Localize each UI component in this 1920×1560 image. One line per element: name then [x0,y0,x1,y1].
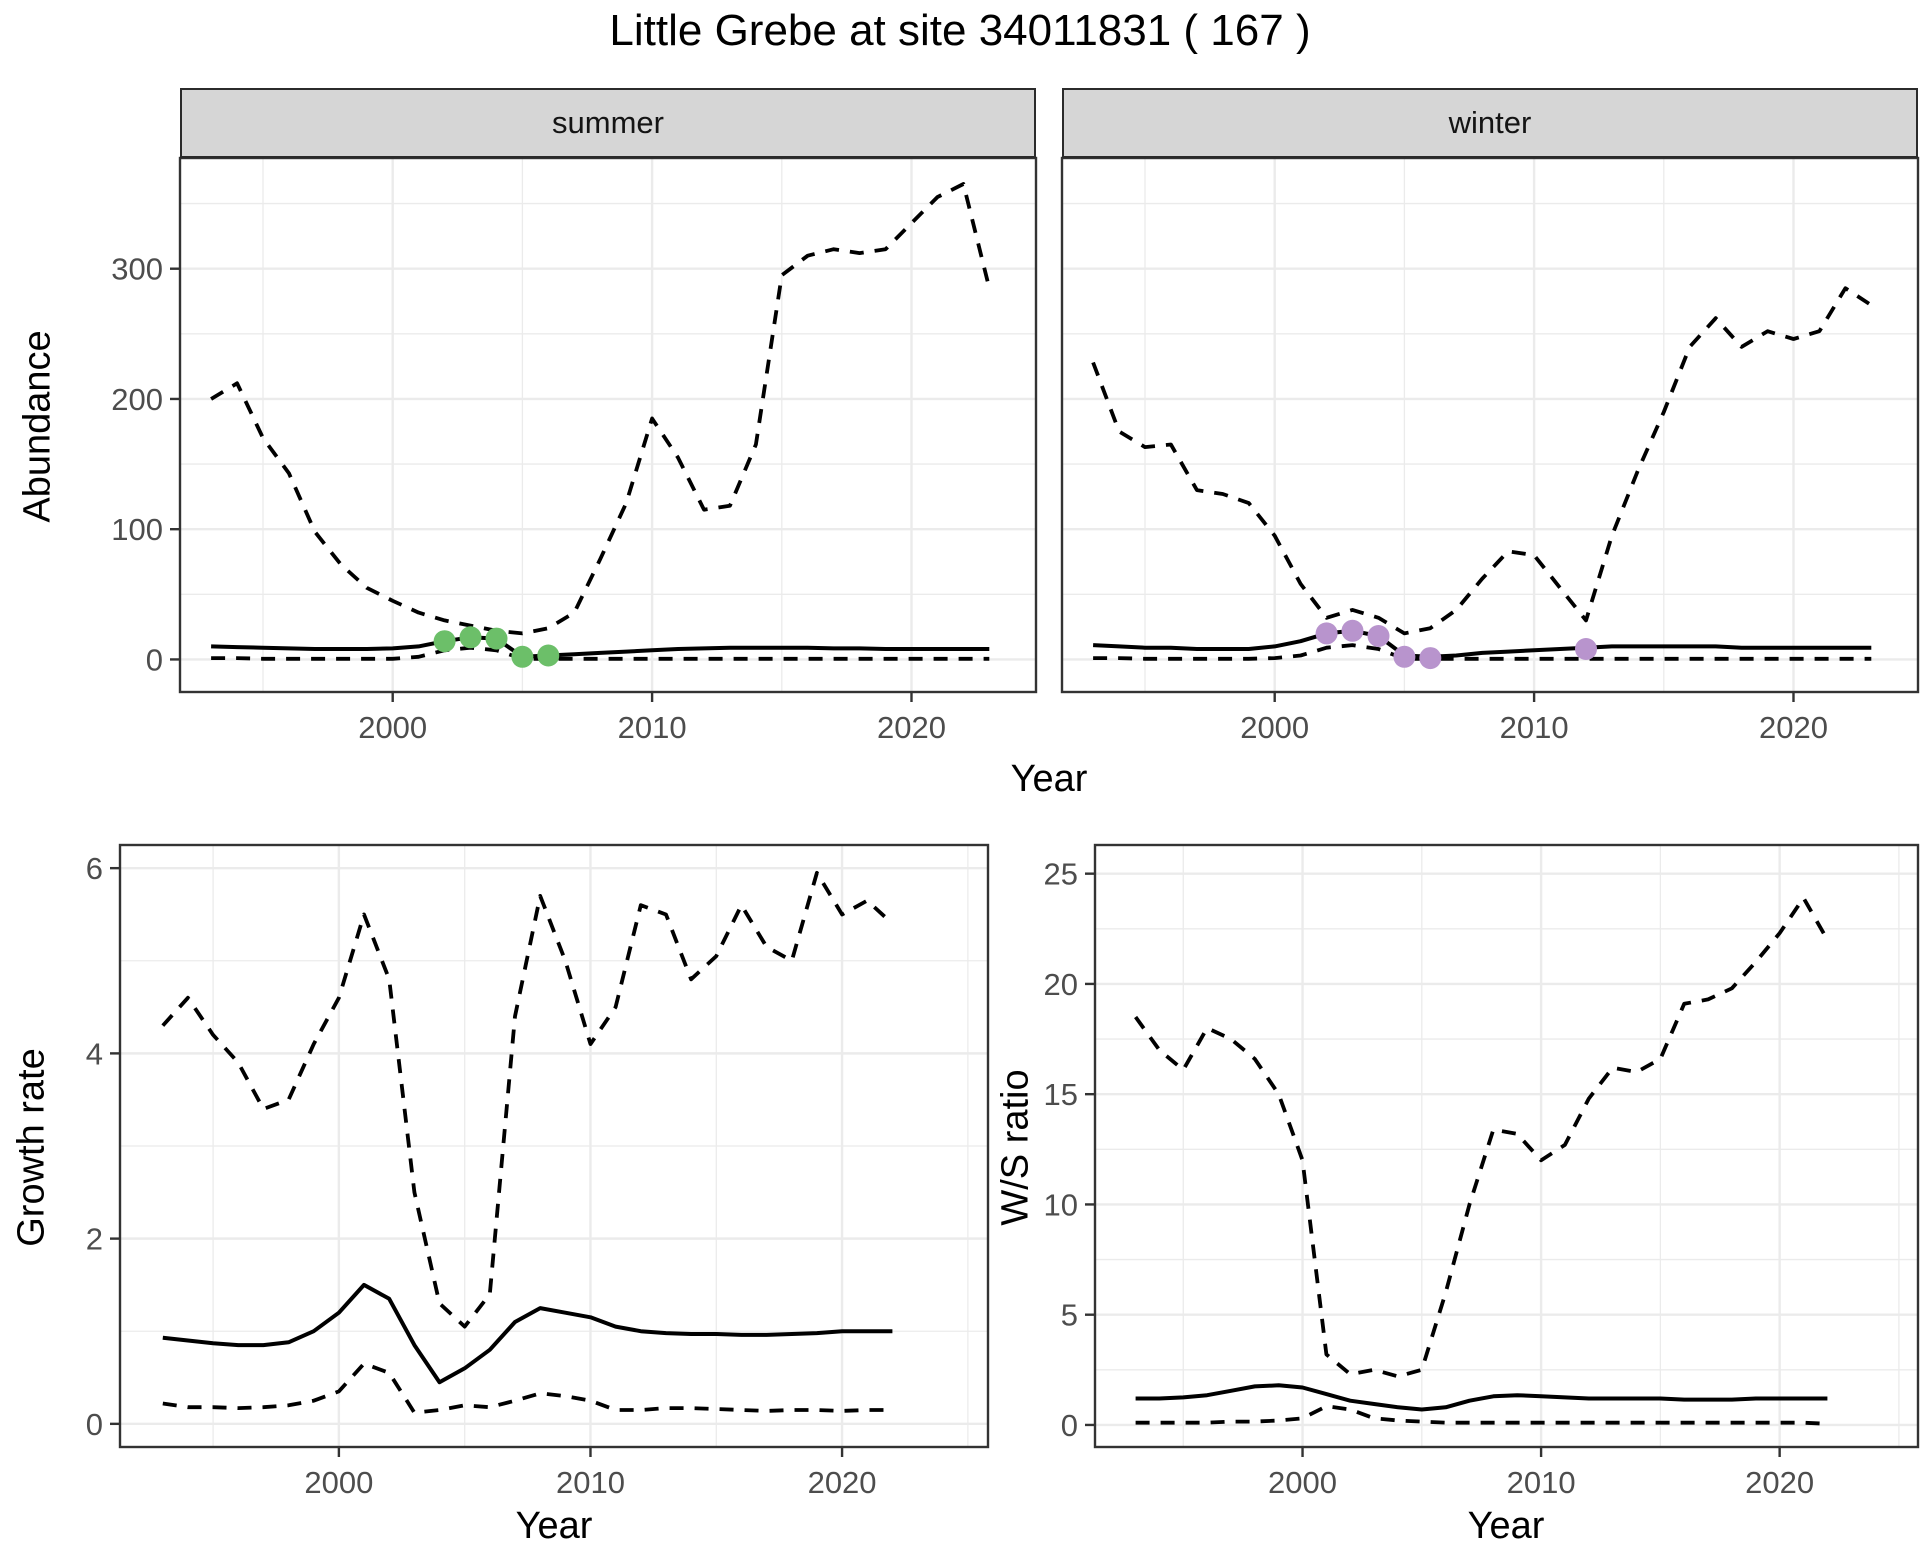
y-tick-label: 20 [1044,967,1078,1002]
series-lower_ci [1135,1404,1828,1426]
data-point-observed-counts [1367,625,1390,647]
y-tick-label: 25 [1044,857,1078,892]
x-tick-label: 2010 [556,1465,625,1500]
x-tick-label: 2000 [1240,710,1309,745]
y-tick-label: 10 [1044,1187,1078,1222]
series-mean [1135,1383,1828,1412]
x-tick-label: 2020 [808,1465,877,1500]
x-axis-title-year-ws: Year [1467,1505,1545,1547]
y-tick-label: 0 [1061,1408,1078,1443]
data-point-observed-counts [511,645,534,668]
facet-strip-winter-label: winter [1448,105,1532,140]
data-point-observed-counts [1419,647,1442,670]
x-tick-label: 2020 [1759,710,1828,745]
data-point-observed-counts [1393,645,1416,668]
y-tick-label: 4 [86,1036,103,1071]
series-upper_ci [1134,896,1830,1379]
x-tick-label: 2000 [304,1465,373,1500]
y-tick-label: 0 [86,1407,103,1442]
series-upper_ci [1091,286,1873,636]
panel-abundance-summer: 2000 2010 2020 0 100 200 300 [111,156,1038,745]
series-upper_ci [210,182,992,636]
y-axis-title-growth-rate: Growth rate [10,1048,53,1247]
series-lower_ci [162,1361,893,1415]
series-mean [1093,628,1872,659]
panel-abundance-winter: 2000 2010 2020 [1060,156,1920,745]
data-point-observed-counts [1575,638,1597,660]
data-point-observed-counts [1341,619,1364,642]
data-point-observed-counts [485,627,508,650]
data-point-observed-counts [1315,622,1338,645]
y-tick-label: 2 [86,1222,103,1257]
data-point-observed-counts [459,626,482,649]
facet-strip-summer-label: summer [552,105,664,140]
x-tick-label: 2000 [358,710,427,745]
facet-strip-winter: winter [1062,88,1918,158]
y-axis-title-ws-ratio: W/S ratio [994,1069,1037,1226]
x-tick-label: 2010 [1507,1465,1576,1500]
series-mean [162,1282,893,1385]
y-tick-label: 0 [146,642,163,677]
panel-ws-ratio: 2000 2010 2020 0 5 10 15 20 25 [1044,843,1920,1500]
facet-strip-summer: summer [180,88,1036,158]
y-tick-label: 100 [111,512,163,547]
data-point-observed-counts [433,630,456,653]
panel-growth-rate: 2000 2010 2020 0 2 4 6 [86,843,990,1500]
series-mean [211,635,990,659]
y-tick-label: 5 [1061,1298,1078,1333]
y-tick-label: 15 [1044,1077,1078,1112]
data-point-observed-counts [537,644,560,667]
y-axis-title-abundance: Abundance [16,330,59,523]
x-tick-label: 2020 [877,710,946,745]
series-lower_ci [211,645,990,661]
y-tick-label: 200 [111,382,163,417]
series-lower_ci [1093,643,1872,661]
x-axis-title-year-top: Year [1010,758,1088,800]
x-axis-title-year-growth: Year [515,1505,593,1547]
plot-title: Little Grebe at site 34011831 ( 167 ) [609,6,1311,55]
x-tick-label: 2010 [618,710,687,745]
series-upper_ci [161,870,894,1329]
y-tick-label: 6 [86,851,103,886]
x-tick-label: 2020 [1745,1465,1814,1500]
x-tick-label: 2010 [1500,710,1569,745]
y-tick-label: 300 [111,252,163,287]
x-tick-label: 2000 [1268,1465,1337,1500]
